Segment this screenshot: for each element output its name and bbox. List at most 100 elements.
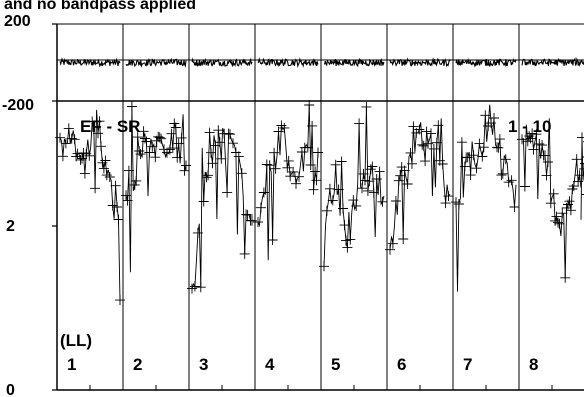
plus-marker (368, 187, 379, 198)
bottom-ytick-mid: 2 (6, 218, 15, 235)
plus-marker (402, 179, 413, 189)
plus-marker (567, 184, 578, 194)
top-series-panel-1 (59, 57, 121, 68)
plus-marker (115, 295, 125, 306)
plus-marker (399, 165, 410, 176)
plus-marker (478, 142, 489, 153)
plus-marker (393, 175, 404, 186)
plus-marker (100, 155, 111, 166)
plus-marker (545, 198, 556, 209)
plus-marker (519, 181, 530, 192)
plus-marker (565, 205, 576, 216)
top-ytick-max: 200 (4, 13, 31, 30)
plus-marker (525, 133, 536, 144)
plus-marker (179, 165, 190, 176)
baseline-label: EF - SR (80, 117, 140, 136)
plus-marker (405, 147, 416, 158)
plus-marker (361, 101, 372, 112)
plus-marker (288, 166, 299, 177)
plus-marker (362, 185, 373, 196)
plus-marker (129, 179, 140, 190)
top-series-panel-6 (389, 57, 451, 68)
panel-label-1: 1 (67, 355, 76, 374)
plus-marker (181, 160, 191, 171)
plus-marker (63, 123, 74, 134)
plus-marker (506, 175, 517, 186)
channel-range-label: 1 - 10 (508, 117, 551, 136)
plus-marker (131, 175, 142, 186)
plus-marker (560, 272, 571, 283)
plus-marker (542, 157, 553, 167)
plus-marker (342, 242, 353, 253)
plus-marker (192, 227, 203, 238)
plus-marker (341, 235, 351, 246)
plus-marker (308, 184, 319, 195)
plus-marker (273, 126, 284, 137)
plus-marker (255, 202, 266, 213)
plus-marker (351, 200, 362, 211)
plus-marker (304, 100, 315, 110)
plus-marker (527, 128, 538, 139)
plot-frame (52, 23, 584, 391)
plus-marker (279, 122, 290, 133)
plus-marker (364, 176, 375, 187)
plus-marker (216, 153, 227, 164)
plus-marker (233, 151, 244, 162)
bottom-ytick-zero: 0 (6, 382, 15, 397)
plus-marker (440, 198, 451, 209)
plus-marker (577, 132, 584, 143)
plus-marker (387, 238, 398, 249)
plus-marker (267, 235, 278, 245)
plus-marker (443, 191, 454, 202)
plus-marker (365, 164, 376, 175)
plus-marker (84, 150, 95, 161)
plus-marker (156, 133, 167, 144)
plus-marker (207, 158, 218, 169)
plus-marker (327, 195, 338, 206)
plus-marker (239, 248, 250, 259)
plus-marker (140, 133, 150, 144)
panel-label-4: 4 (265, 355, 275, 374)
plus-marker (324, 183, 335, 194)
plus-marker (354, 118, 365, 129)
plus-marker (282, 162, 293, 173)
plus-marker (345, 234, 356, 245)
plus-marker (96, 141, 106, 152)
plus-marker (225, 129, 235, 140)
plus-marker (138, 126, 149, 137)
plus-marker (150, 152, 161, 163)
top-series-panel-3 (191, 57, 253, 68)
plus-marker (107, 200, 118, 211)
plus-marker (550, 215, 561, 226)
plus-marker (166, 128, 177, 139)
panel-label-8: 8 (529, 355, 538, 374)
panel-label-7: 7 (463, 355, 472, 374)
plus-marker (269, 147, 280, 158)
plus-marker (291, 178, 301, 189)
plus-marker (172, 152, 183, 163)
plus-marker (302, 142, 313, 153)
plus-marker (270, 163, 281, 174)
plus-marker (377, 196, 388, 207)
plus-marker (93, 128, 103, 139)
plus-marker (94, 116, 105, 127)
plus-marker (517, 134, 527, 145)
bottom-series-markers-8 (517, 128, 584, 283)
plus-marker (241, 209, 252, 220)
plus-marker (110, 180, 121, 191)
plus-marker (371, 174, 382, 184)
plus-marker (90, 183, 101, 194)
plus-marker (358, 168, 369, 179)
plus-marker (551, 211, 562, 222)
plus-marker (528, 144, 539, 155)
plus-marker (540, 150, 550, 161)
chart-title: and no bandpass applied (4, 0, 196, 13)
plus-marker (112, 202, 123, 212)
plus-marker (72, 148, 83, 159)
plus-marker (431, 137, 442, 148)
plus-marker (57, 151, 68, 162)
plus-marker (247, 215, 257, 226)
plus-marker (313, 147, 323, 158)
plus-marker (198, 196, 209, 207)
plus-marker (357, 183, 367, 194)
